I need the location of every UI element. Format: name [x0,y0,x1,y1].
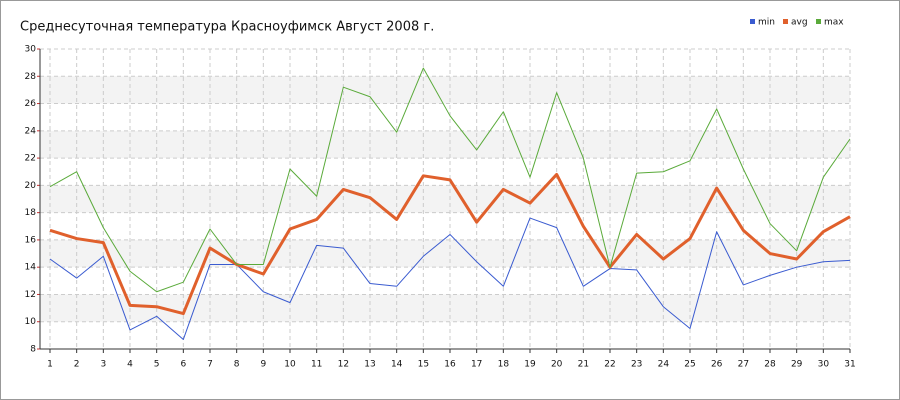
legend-label: avg [791,18,808,28]
series-line [49,172,851,316]
legend-label: max [824,18,844,28]
chart-title: Среднесуточная температура Красноуфимск … [20,20,434,35]
x-tick-label: 5 [154,360,160,370]
x-tick-label: 12 [338,360,349,370]
x-tick-label: 11 [311,360,322,370]
x-tick-label: 22 [604,360,615,370]
x-tick-label: 31 [844,360,855,370]
band [40,130,850,159]
x-tick-label: 2 [74,360,80,370]
x-tick-label: 24 [658,360,670,370]
x-tick-label: 13 [364,360,375,370]
legend-swatch [750,19,755,24]
y-tick-label: 26 [25,99,37,109]
x-tick-label: 9 [260,360,266,370]
x-tick-label: 23 [631,360,642,370]
y-tick-label: 24 [25,126,37,136]
x-tick-label: 27 [738,360,749,370]
x-tick-label: 10 [284,360,296,370]
x-tick-label: 7 [207,360,213,370]
y-tick-label: 14 [25,263,37,273]
y-tick-label: 30 [25,45,37,55]
legend-swatch [816,19,821,24]
band [40,239,850,268]
legend-swatch [783,19,788,24]
y-tick-label: 20 [25,181,37,191]
x-tick-label: 17 [471,360,482,370]
x-tick-label: 18 [498,360,510,370]
y-tick-label: 8 [30,345,36,355]
x-tick-label: 21 [578,360,589,370]
x-tick-label: 25 [684,360,695,370]
x-tick-label: 4 [127,360,133,370]
x-tick-label: 1 [47,360,53,370]
x-tick-label: 6 [180,360,186,370]
x-tick-label: 28 [764,360,776,370]
x-tick-label: 20 [551,360,563,370]
y-tick-label: 22 [25,154,36,164]
band [40,76,850,104]
series-line [49,67,851,293]
x-tick-label: 29 [791,360,803,370]
y-tick-label: 28 [25,72,37,82]
x-tick-label: 8 [234,360,240,370]
x-tick-label: 15 [418,360,429,370]
y-tick-label: 12 [25,290,36,300]
x-tick-label: 26 [711,360,723,370]
x-tick-label: 14 [391,360,403,370]
band [40,294,850,322]
series-line [49,217,851,340]
y-tick-label: 16 [25,235,37,245]
y-tick-label: 18 [25,208,37,218]
x-tick-label: 16 [444,360,456,370]
x-tick-label: 3 [100,360,106,370]
y-tick-label: 10 [25,317,37,327]
x-tick-label: 19 [524,360,536,370]
legend-label: min [758,18,775,28]
x-tick-label: 30 [818,360,830,370]
